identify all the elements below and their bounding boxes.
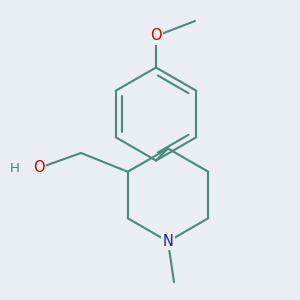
Text: H: H	[10, 161, 20, 175]
Text: N: N	[163, 234, 173, 249]
Text: O: O	[33, 160, 45, 175]
Text: O: O	[150, 28, 162, 44]
